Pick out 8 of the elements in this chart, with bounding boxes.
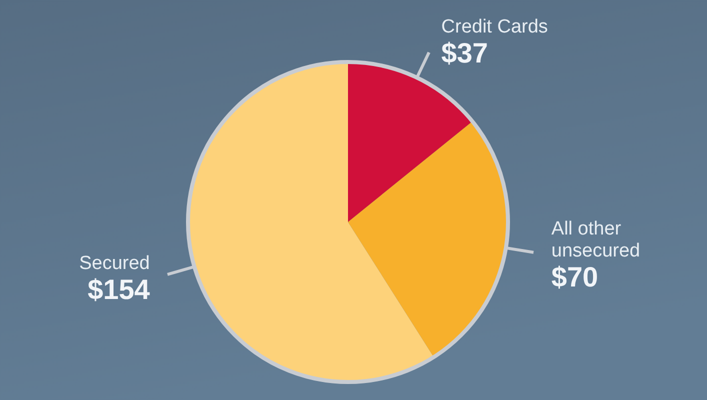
pie-slice (348, 121, 508, 358)
slice-label: Secured (79, 252, 150, 274)
slice-label: Credit Cards (441, 16, 548, 38)
data-label: $154 (88, 274, 150, 305)
data-label: $37 (441, 38, 488, 69)
slice-label: All other unsecured (551, 218, 640, 262)
pie-slice (188, 62, 434, 382)
data-label: $70 (551, 261, 598, 292)
